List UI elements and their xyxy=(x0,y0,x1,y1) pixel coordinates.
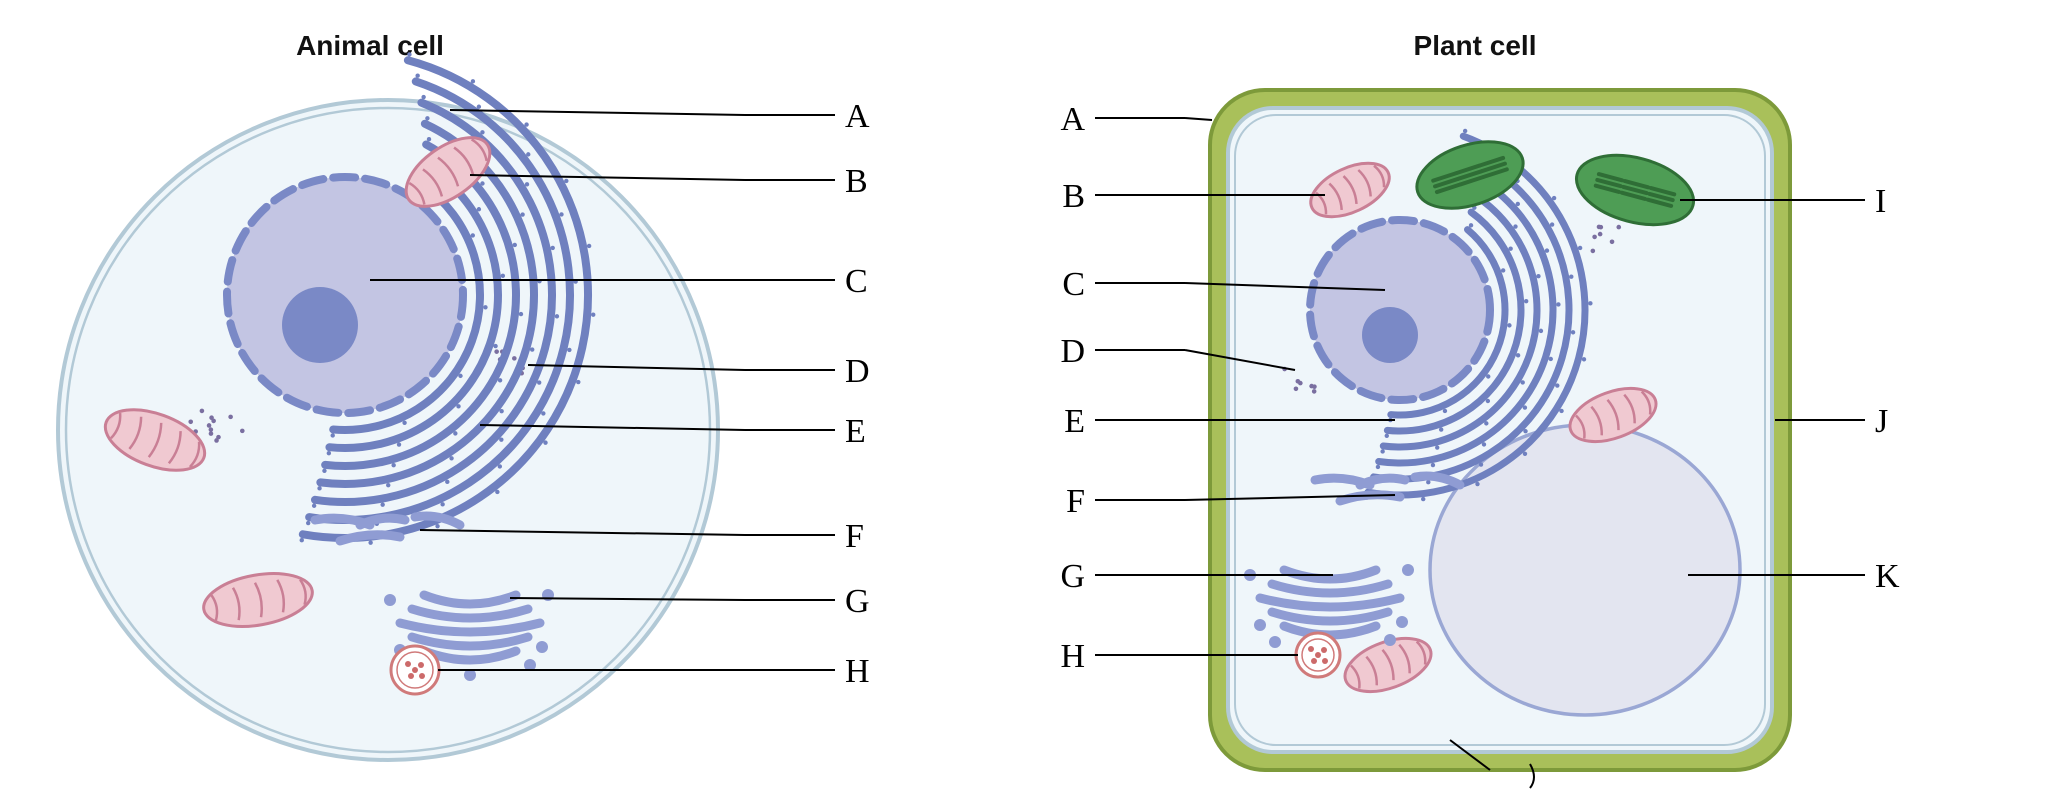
animal-cell-title: Animal cell xyxy=(296,30,444,61)
nucleolus xyxy=(282,287,358,363)
label-text-E: E xyxy=(845,413,866,450)
label-text-I: I xyxy=(1875,183,1886,220)
nucleus xyxy=(1310,220,1490,400)
label-text-C: C xyxy=(1062,266,1085,303)
label-text-A: A xyxy=(1060,101,1085,138)
label-text-E: E xyxy=(1064,403,1085,440)
vacuole xyxy=(1430,425,1740,715)
label-text-G: G xyxy=(1060,558,1085,595)
label-A: A xyxy=(1060,101,1212,138)
label-text-F: F xyxy=(845,518,864,555)
plant-cell: Plant cell A B CDE F G H I J K xyxy=(1060,30,1900,788)
label-text-D: D xyxy=(1060,333,1085,370)
lysosome xyxy=(391,646,439,694)
label-text-C: C xyxy=(845,263,868,300)
label-text-A: A xyxy=(845,98,870,135)
label-text-B: B xyxy=(1062,178,1085,215)
nucleolus xyxy=(1362,307,1418,363)
label-text-K: K xyxy=(1875,558,1900,595)
nucleus xyxy=(227,177,463,413)
label-text-H: H xyxy=(1060,638,1085,675)
lysosome xyxy=(1296,633,1340,677)
label-text-F: F xyxy=(1066,483,1085,520)
label-text-D: D xyxy=(845,353,870,390)
label-text-B: B xyxy=(845,163,868,200)
label-text-H: H xyxy=(845,653,870,690)
label-text-G: G xyxy=(845,583,870,620)
label-text-J: J xyxy=(1875,403,1888,440)
cell-diagram: Animal cellABCDEFGHPlant cellABCDEFGHIJK xyxy=(0,0,2070,802)
plant-cell-title: Plant cell xyxy=(1414,30,1537,61)
animal-cell: Animal cell AB C DE FGH xyxy=(58,30,870,760)
